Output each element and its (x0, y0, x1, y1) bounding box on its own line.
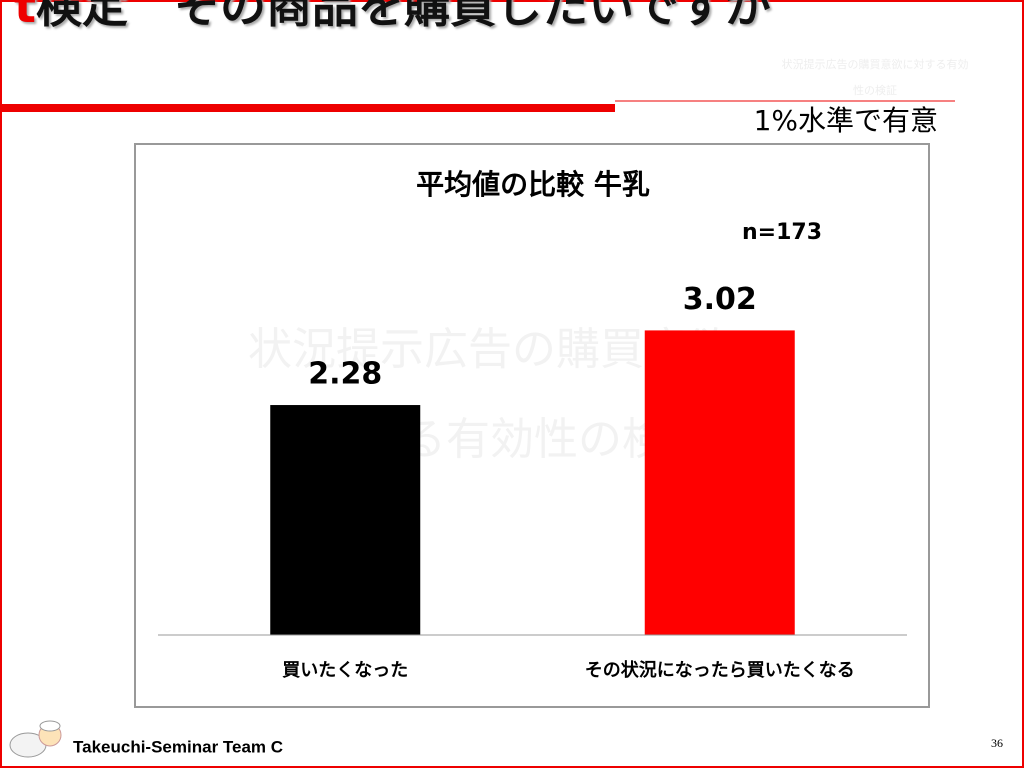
title-text: 検定 その商品を購買したいですか (36, 0, 771, 33)
header-watermark: 状況提示広告の購買意欲に対する有効性の検証 (781, 58, 969, 97)
value-label: 3.02 (683, 282, 757, 317)
footer-team: Takeuchi-Seminar Team C (73, 737, 283, 756)
logo (9, 720, 62, 758)
bar (644, 330, 795, 635)
value-label: 2.28 (308, 357, 382, 392)
page-number: 36 (991, 736, 1003, 750)
x-tick-label: その状況になったら買いたくなる (585, 659, 855, 681)
sample-size: n=173 (742, 220, 822, 245)
slide-title: t検定 その商品を購買したいですか (14, 0, 874, 36)
chart-title: 平均値の比較 牛乳 (416, 168, 650, 201)
significance-note: 1%水準で有意 (754, 104, 938, 137)
title-marker: t (14, 0, 36, 33)
bar (270, 405, 421, 635)
x-tick-label: 買いたくなった (282, 660, 408, 681)
chart-area (134, 143, 930, 708)
